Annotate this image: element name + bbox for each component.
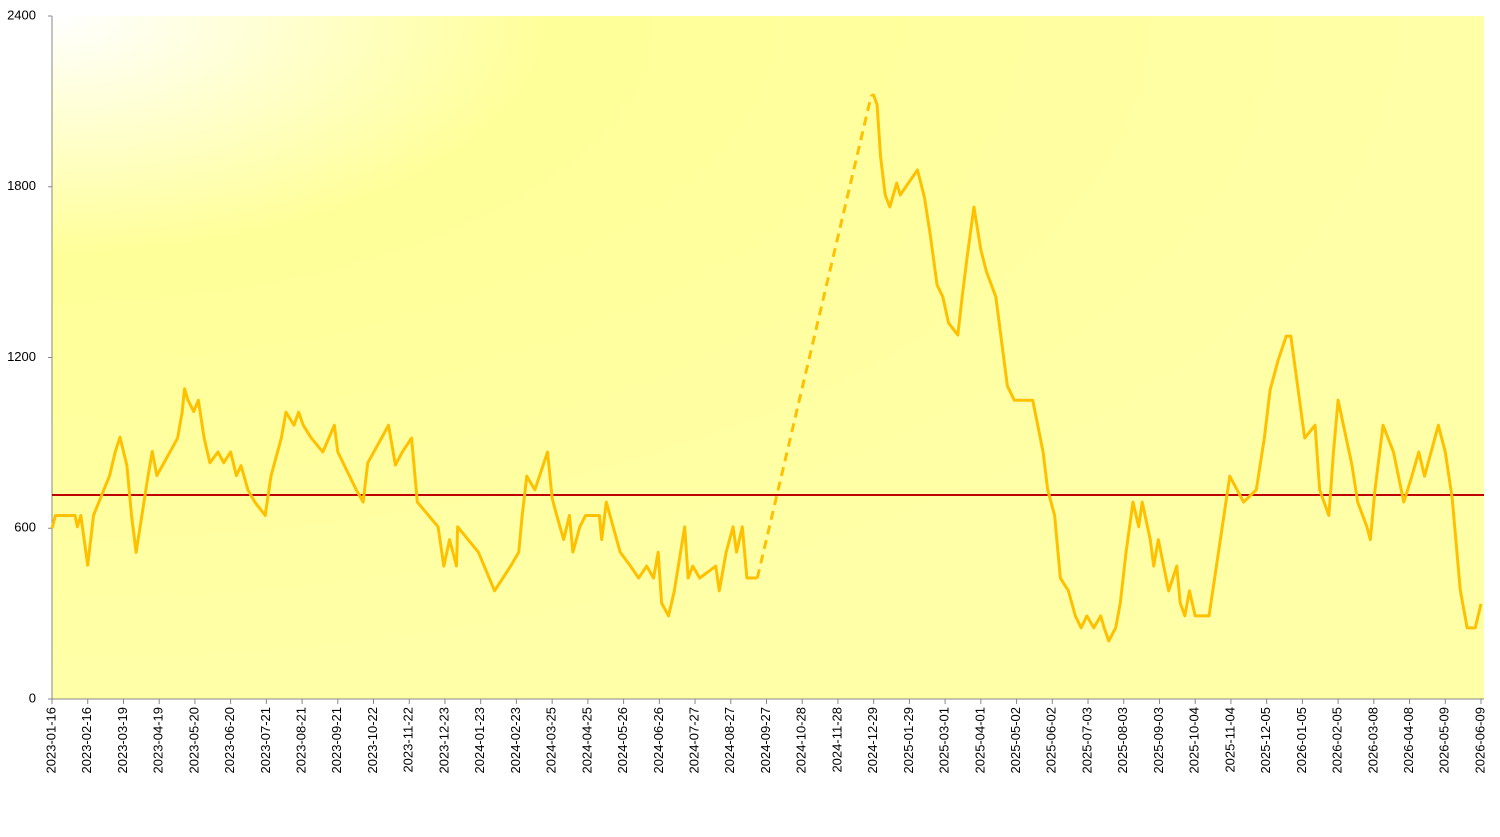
x-tick-label: 2026-06-09 [1472,707,1487,774]
x-tick-label: 2024-08-27 [722,707,737,774]
y-tick-label: 1800 [7,178,36,193]
x-tick-label: 2025-10-04 [1187,707,1202,774]
x-tick-label: 2024-11-28 [829,707,844,773]
x-tick-label: 2026-04-08 [1401,707,1416,774]
x-tick-label: 2024-10-28 [794,707,809,774]
x-tick-label: 2025-07-03 [1079,707,1094,774]
x-tick-label: 2023-11-22 [401,707,416,773]
x-tick-label: 2025-06-02 [1044,707,1059,774]
plot-area [52,16,1484,699]
x-tick-label: 2025-03-01 [937,707,952,774]
x-tick-label: 2026-03-08 [1365,707,1380,774]
x-tick-label: 2024-01-23 [472,707,487,774]
x-tick-label: 2026-02-05 [1330,707,1345,774]
x-tick-label: 2025-01-29 [901,707,916,774]
x-tick-label: 2025-11-04 [1222,707,1237,773]
x-tick-label: 2025-09-03 [1151,707,1166,774]
x-tick-label: 2024-06-26 [651,707,666,774]
x-tick-label: 2023-01-16 [43,707,58,774]
x-tick-label: 2023-04-19 [151,707,166,774]
x-tick-label: 2024-03-25 [544,707,559,774]
x-tick-label: 2026-05-09 [1437,707,1452,774]
y-tick-label: 2400 [7,7,36,22]
x-tick-label: 2023-07-21 [258,707,273,774]
x-tick-label: 2025-05-02 [1008,707,1023,774]
x-tick-label: 2024-02-23 [508,707,523,774]
x-tick-label: 2023-10-22 [365,707,380,774]
y-tick-label: 1200 [7,349,36,364]
x-tick-label: 2023-06-20 [222,707,237,774]
x-tick-label: 2024-07-27 [686,707,701,774]
x-tick-label: 2023-03-19 [115,707,130,774]
x-tick-label: 2024-09-27 [758,707,773,774]
x-tick-label: 2025-04-01 [972,707,987,774]
x-tick-label: 2023-12-23 [436,707,451,774]
x-tick-label: 2024-05-26 [615,707,630,774]
y-tick-label: 600 [14,520,36,535]
x-tick-label: 2024-04-25 [579,707,594,774]
x-tick-label: 2023-08-21 [294,707,309,774]
gap-connector [755,94,873,579]
data-line [50,93,1483,643]
x-tick-label: 2023-05-20 [186,707,201,774]
x-tick-label: 2024-12-29 [865,707,880,774]
x-tick-label: 2026-01-05 [1294,707,1309,774]
y-tick-label: 0 [29,690,36,705]
x-tick-label: 2025-08-03 [1115,707,1130,774]
x-tick-label: 2023-02-16 [79,707,94,774]
x-tick-label: 2025-12-05 [1258,707,1273,774]
x-tick-label: 2023-09-21 [329,707,344,774]
